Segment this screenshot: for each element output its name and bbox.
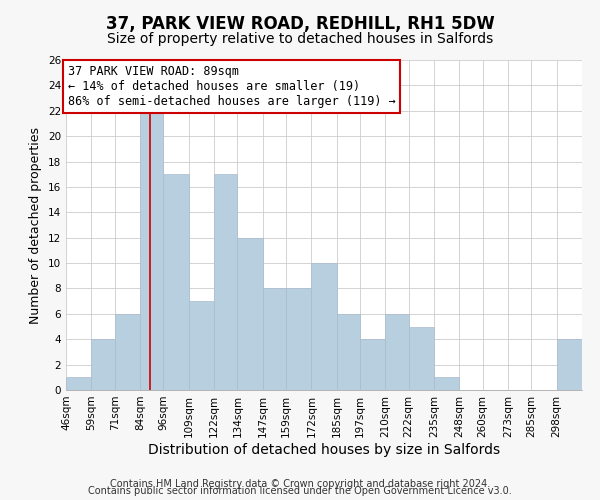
Text: 37 PARK VIEW ROAD: 89sqm
← 14% of detached houses are smaller (19)
86% of semi-d: 37 PARK VIEW ROAD: 89sqm ← 14% of detach…: [68, 65, 395, 108]
Bar: [286, 288, 311, 390]
Bar: [163, 174, 188, 390]
Bar: [385, 314, 409, 390]
Bar: [91, 339, 115, 390]
Bar: [337, 314, 360, 390]
Bar: [311, 263, 337, 390]
Bar: [115, 314, 140, 390]
Text: 37, PARK VIEW ROAD, REDHILL, RH1 5DW: 37, PARK VIEW ROAD, REDHILL, RH1 5DW: [106, 15, 494, 33]
Bar: [238, 238, 263, 390]
Y-axis label: Number of detached properties: Number of detached properties: [29, 126, 43, 324]
Text: Size of property relative to detached houses in Salfords: Size of property relative to detached ho…: [107, 32, 493, 46]
Bar: [434, 378, 460, 390]
Bar: [557, 339, 582, 390]
Bar: [214, 174, 238, 390]
Bar: [409, 326, 434, 390]
Bar: [66, 378, 91, 390]
Bar: [360, 339, 385, 390]
X-axis label: Distribution of detached houses by size in Salfords: Distribution of detached houses by size …: [148, 442, 500, 456]
Bar: [188, 301, 214, 390]
Bar: [263, 288, 286, 390]
Text: Contains HM Land Registry data © Crown copyright and database right 2024.: Contains HM Land Registry data © Crown c…: [110, 479, 490, 489]
Text: Contains public sector information licensed under the Open Government Licence v3: Contains public sector information licen…: [88, 486, 512, 496]
Bar: [140, 111, 163, 390]
